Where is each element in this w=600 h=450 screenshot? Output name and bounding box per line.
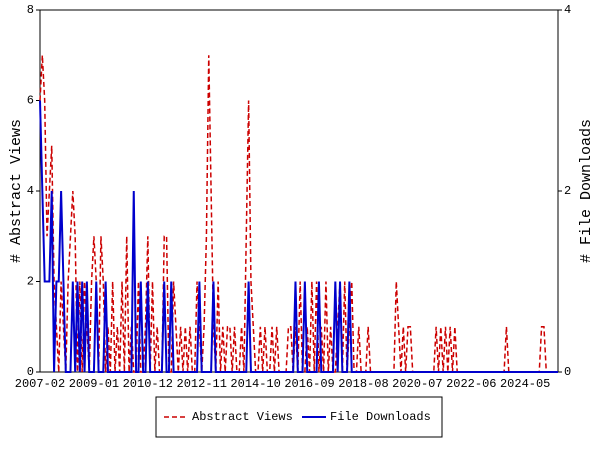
y-tick-label: 6 [27,94,34,108]
y-tick-label: 2 [27,275,34,289]
x-tick-label: 2020-07 [392,377,442,391]
series-line [39,55,558,373]
plot-frame [39,9,559,373]
y-tick-label: 4 [27,184,34,198]
x-tick-label: 2009-01 [69,377,119,391]
y-tick-label: 8 [27,3,34,17]
legend-label: File Downloads [330,410,431,424]
y-axis-title: # Abstract Views [8,119,25,263]
y2-tick-label: 2 [564,184,571,198]
x-tick-label: 2024-05 [500,377,550,391]
x-tick-label: 2016-09 [284,377,334,391]
x-tick-label: 2010-12 [123,377,173,391]
y2-tick-label: 0 [564,365,571,379]
y2-tick-label: 4 [564,3,571,17]
legend-label: Abstract Views [192,410,293,424]
y2-axis-title: # File Downloads [578,119,595,263]
x-tick-label: 2007-02 [15,377,65,391]
legend-box [155,396,443,438]
x-tick-label: 2014-10 [230,377,280,391]
x-tick-label: 2022-06 [446,377,496,391]
y-tick-label: 0 [27,365,34,379]
series-line [39,100,558,373]
x-tick-label: 2018-08 [338,377,388,391]
x-tick-label: 2012-11 [177,377,227,391]
